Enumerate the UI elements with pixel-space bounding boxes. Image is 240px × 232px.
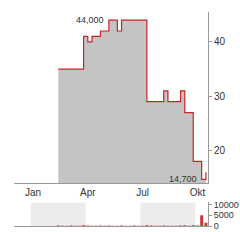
svg-text:40: 40 bbox=[214, 36, 226, 47]
svg-text:0: 0 bbox=[214, 221, 219, 231]
svg-text:Apr: Apr bbox=[80, 187, 96, 198]
svg-text:10000: 10000 bbox=[214, 200, 239, 210]
svg-text:20: 20 bbox=[214, 145, 226, 156]
svg-text:14,700: 14,700 bbox=[169, 174, 197, 184]
svg-text:30: 30 bbox=[214, 91, 226, 102]
svg-text:Jan: Jan bbox=[25, 187, 41, 198]
svg-text:5000: 5000 bbox=[214, 210, 234, 220]
svg-text:Okt: Okt bbox=[190, 187, 206, 198]
svg-text:44,000: 44,000 bbox=[76, 15, 104, 25]
svg-text:Jul: Jul bbox=[136, 187, 149, 198]
